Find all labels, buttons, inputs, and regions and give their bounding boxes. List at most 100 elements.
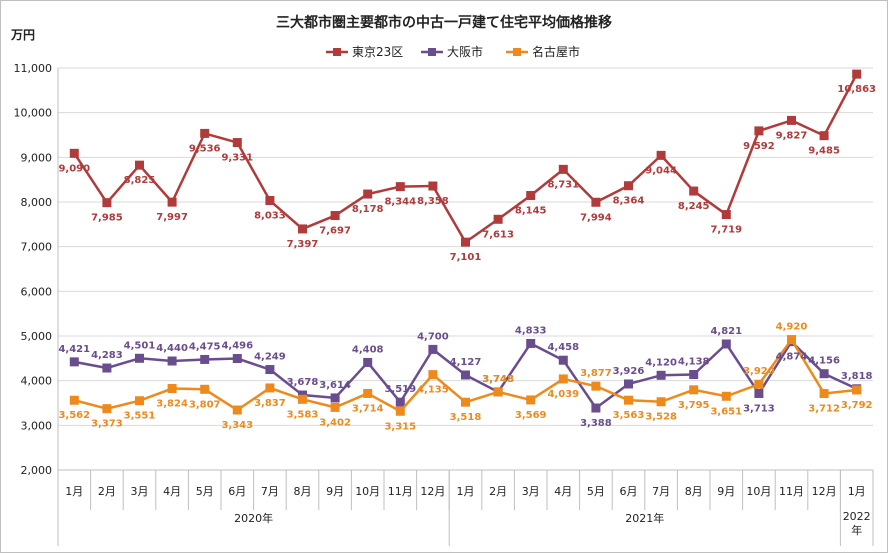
data-point	[558, 355, 568, 365]
data-point	[330, 211, 340, 221]
data-label: 9,485	[808, 146, 840, 157]
series-line-segment	[497, 390, 531, 402]
data-point	[167, 197, 177, 207]
x-tick-label: 7月	[261, 485, 279, 498]
y-tick-label: 8,000	[21, 196, 53, 209]
year-label-line: 年	[851, 523, 862, 537]
data-label: 3,315	[384, 421, 416, 432]
data-point	[819, 369, 829, 379]
data-point	[428, 181, 438, 191]
data-label: 4,458	[547, 342, 579, 353]
data-point	[167, 356, 177, 366]
data-point	[265, 383, 275, 393]
x-tick-label: 2月	[489, 485, 507, 498]
series-line-segment	[139, 357, 173, 363]
data-point	[819, 389, 829, 399]
data-label: 3,818	[841, 371, 873, 382]
data-point	[330, 393, 340, 403]
data-label: 3,651	[710, 406, 742, 417]
data-point	[754, 388, 764, 398]
data-label: 3,678	[287, 377, 319, 388]
series-line-segment	[530, 342, 564, 362]
series-line-segment	[74, 360, 108, 370]
series-line-segment	[366, 361, 402, 403]
x-tick-label: 6月	[228, 485, 246, 498]
data-label: 9,044	[645, 165, 677, 176]
y-tick-label: 3,000	[21, 419, 53, 432]
data-label: 4,501	[124, 340, 156, 351]
series-line-segment	[204, 132, 238, 144]
data-label: 3,920	[743, 366, 775, 377]
data-point	[265, 196, 275, 206]
data-label: 4,283	[91, 350, 123, 361]
year-label: 2022 年	[843, 510, 871, 537]
series-line-segment	[628, 374, 662, 386]
series-line-segment	[823, 372, 858, 390]
data-label: 4,496	[221, 341, 253, 352]
data-point	[526, 395, 536, 405]
series-line-segment	[236, 357, 271, 371]
data-label: 7,397	[287, 239, 319, 250]
x-tick-label: 3月	[131, 485, 149, 498]
data-label: 8,731	[547, 179, 579, 190]
data-point	[754, 379, 764, 389]
series-line-segment	[563, 377, 597, 388]
y-tick-label: 9,000	[21, 151, 53, 164]
year-label-line: 2020年	[234, 511, 273, 525]
y-tick-label: 6,000	[21, 285, 53, 298]
x-tick-label: 11月	[779, 485, 804, 498]
data-label: 3,824	[156, 399, 188, 410]
data-label: 4,421	[58, 344, 90, 355]
series-line-segment	[170, 132, 206, 203]
data-point	[232, 354, 242, 364]
series-line-segment	[399, 348, 434, 403]
series-line-segment	[302, 398, 336, 409]
data-point	[298, 394, 307, 404]
chart-title: 三大都市圏主要都市の中古一戸建て住宅平均価格推移	[276, 14, 612, 31]
series-line-segment	[236, 141, 271, 202]
data-label: 3,714	[352, 403, 384, 414]
data-label: 7,697	[319, 226, 351, 237]
series-layer	[69, 69, 862, 416]
x-tick-label: 6月	[620, 485, 638, 498]
data-point	[232, 138, 242, 148]
x-tick-label: 11月	[388, 485, 413, 498]
series-line-segment	[367, 392, 401, 413]
data-point	[102, 363, 112, 373]
data-point	[200, 128, 210, 138]
data-label: 3,712	[808, 404, 840, 415]
data-point	[102, 404, 112, 414]
y-tick-label: 4,000	[21, 375, 53, 388]
data-label: 8,178	[352, 204, 384, 215]
data-point	[852, 385, 862, 395]
data-point	[461, 237, 470, 247]
data-label: 3,563	[613, 410, 645, 421]
data-label: 3,926	[613, 366, 645, 377]
data-label: 3,713	[743, 403, 775, 414]
data-point	[330, 402, 340, 412]
data-point	[591, 403, 601, 413]
data-point	[200, 354, 210, 364]
series-line-segment	[758, 119, 792, 133]
legend-marker	[333, 48, 341, 56]
series-line-segment	[595, 184, 630, 204]
data-point	[721, 210, 731, 220]
data-point	[298, 224, 307, 234]
data-label: 3,748	[482, 374, 514, 385]
series-line-segment	[106, 357, 140, 370]
legend-marker	[428, 48, 436, 56]
data-point	[787, 115, 796, 125]
x-tick-label: 8月	[685, 485, 703, 498]
data-point	[852, 69, 862, 79]
series-line-segment	[432, 373, 467, 404]
data-point	[493, 387, 503, 397]
data-point	[69, 395, 79, 405]
data-label: 4,120	[645, 357, 677, 368]
series-line-segment	[595, 385, 629, 402]
series-line-segment	[302, 393, 336, 400]
series-line-segment	[790, 119, 825, 137]
data-point	[526, 191, 536, 201]
legend-label: 東京23区	[352, 45, 403, 59]
data-label: 3,518	[450, 412, 482, 423]
